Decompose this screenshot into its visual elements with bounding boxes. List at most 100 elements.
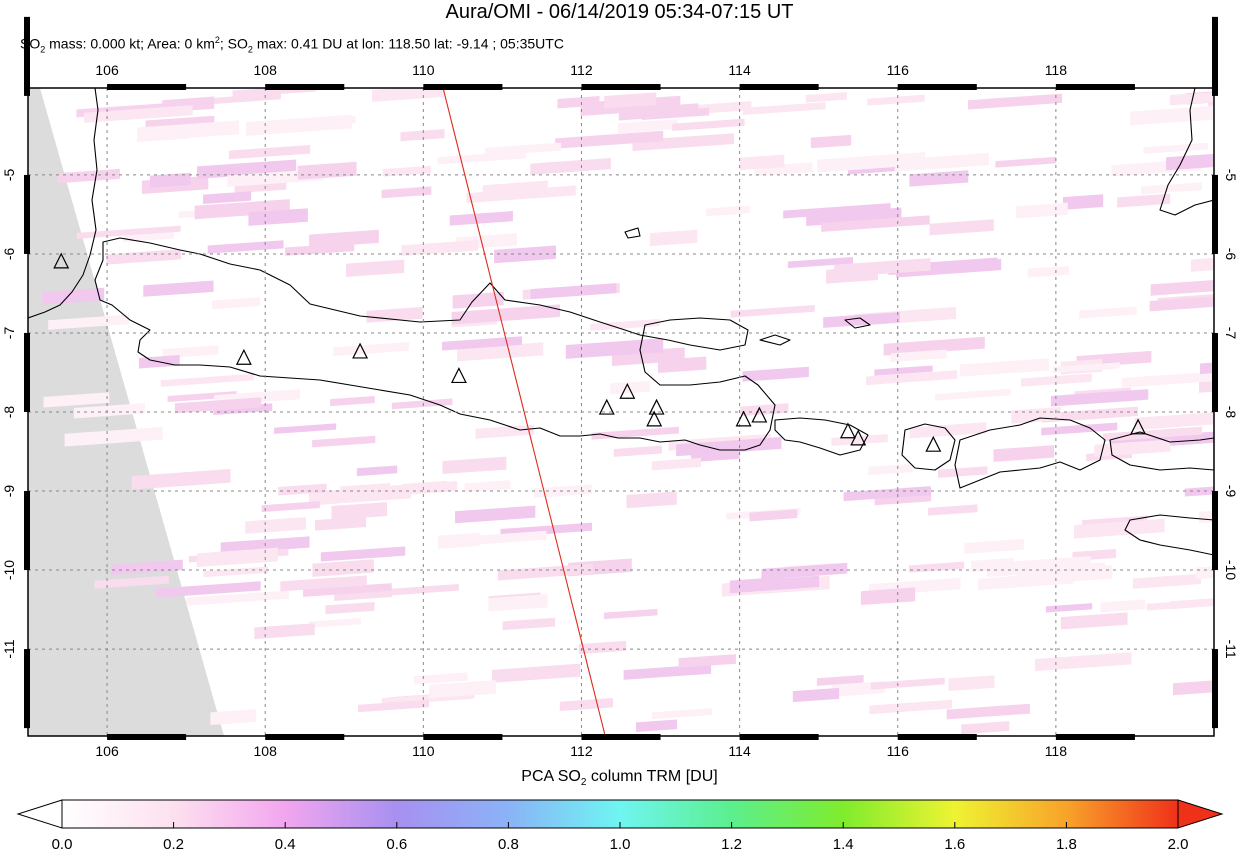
so2-streak (617, 119, 678, 134)
so2-streak (869, 699, 953, 715)
so2-streak (491, 663, 581, 683)
so2-streak (590, 319, 660, 331)
so2-streak (831, 434, 888, 446)
lat-label-left: -11 (1, 639, 17, 658)
so2-streak (497, 563, 593, 581)
colorbar-tick-label: 0.2 (163, 836, 185, 853)
so2-streak (245, 517, 306, 534)
lon-label-top: 112 (570, 62, 593, 78)
so2-streak (391, 398, 453, 410)
so2-streak (742, 102, 826, 116)
so2-streak (578, 640, 627, 655)
so2-streak (203, 191, 252, 204)
volcano-markers (53, 252, 1147, 452)
so2-streak (1011, 406, 1061, 424)
coastlines (28, 88, 1214, 556)
so2-streak (73, 403, 145, 419)
so2-streak (1170, 593, 1214, 610)
so2-streak (346, 259, 405, 277)
so2-streak (806, 207, 902, 227)
so2-streak (792, 687, 840, 703)
so2-streak (64, 426, 163, 447)
so2-streak (228, 144, 311, 160)
so2-streak (340, 483, 391, 493)
frame-bar-left (24, 491, 30, 571)
so2-streak (167, 391, 237, 403)
frame-bar-right (1212, 174, 1218, 254)
so2-streak (890, 349, 947, 363)
so2-streak (559, 697, 613, 712)
colorbar-tick-label: 1.0 (609, 836, 631, 853)
so2-streak (452, 291, 504, 309)
orbit-track (442, 88, 606, 736)
lon-label-bottom: 116 (887, 743, 910, 759)
so2-streak (325, 601, 375, 615)
frame-bar-top (739, 84, 819, 90)
madura-islands (624, 227, 871, 346)
so2-streak (964, 538, 1024, 554)
frame-bar-bottom (265, 734, 345, 740)
so2-streak (379, 481, 458, 497)
so2-streak (149, 172, 191, 188)
lat-label-right: -7 (1223, 327, 1239, 340)
so2-streak (604, 92, 656, 109)
so2-streak (635, 719, 678, 733)
so2-streak (442, 336, 522, 351)
colorbar-title-a: PCA SO (521, 768, 581, 785)
volcano-icon (839, 422, 856, 439)
so2-streak (110, 559, 183, 576)
lon-label-bottom: 106 (95, 743, 119, 759)
so2-streak (84, 105, 193, 123)
so2-streak (488, 594, 548, 612)
so2-streak (1052, 362, 1120, 373)
so2-streak (449, 211, 513, 226)
so2-streak (652, 708, 713, 720)
so2-streak (278, 483, 327, 496)
so2-streak (482, 180, 548, 194)
volcano-icon (735, 410, 752, 427)
so2-streak (76, 225, 181, 239)
frame-bar-bottom (107, 734, 187, 740)
frame-ticks (24, 16, 1218, 740)
colorbar-tick-label: 0.8 (497, 836, 519, 853)
so2-streak (1094, 439, 1171, 457)
volcano-icon (648, 398, 665, 415)
so2-streak (591, 426, 679, 440)
lat-label-left: -7 (1, 327, 17, 340)
volcano-icon (751, 406, 768, 423)
lon-label-top: 118 (1045, 62, 1068, 78)
so2-streak (155, 581, 261, 598)
so2-streak (1117, 193, 1171, 208)
lat-label-right: -8 (1223, 406, 1239, 419)
so2-streak (1172, 676, 1214, 696)
colorbar-tick-label: 0.4 (274, 836, 296, 853)
so2-streak (372, 584, 459, 597)
java-coast (94, 237, 776, 451)
so2-streak (438, 532, 480, 549)
so2-streak (810, 134, 852, 149)
so2-streak (1149, 294, 1214, 312)
colorbar-tick-label: 1.6 (944, 836, 966, 853)
so2-streak (866, 370, 958, 386)
so2-streak (308, 617, 361, 628)
lat-label-right: -10 (1223, 560, 1239, 580)
so2-summary: SO2 mass: 0.000 kt; Area: 0 km2; SO2 max… (20, 35, 564, 54)
so2-streak (787, 256, 854, 269)
colorbar-tick-label: 0.0 (51, 836, 73, 853)
so2-streak (740, 403, 789, 417)
so2-streak (843, 486, 931, 502)
so2-streak (927, 504, 978, 516)
so2-streak (821, 215, 930, 232)
so2-streak (442, 456, 507, 475)
lat-label-right: -6 (1223, 248, 1239, 261)
so2-streak (1121, 371, 1214, 388)
so2-streak (613, 445, 662, 457)
so2-streak (437, 150, 526, 165)
so2-streak (137, 120, 239, 142)
max-label-a: ; SO (219, 35, 248, 52)
so2-streak (330, 395, 375, 407)
so2-streak (1169, 90, 1214, 106)
sumatra-coast (28, 88, 99, 319)
lon-label-top: 106 (95, 62, 119, 78)
